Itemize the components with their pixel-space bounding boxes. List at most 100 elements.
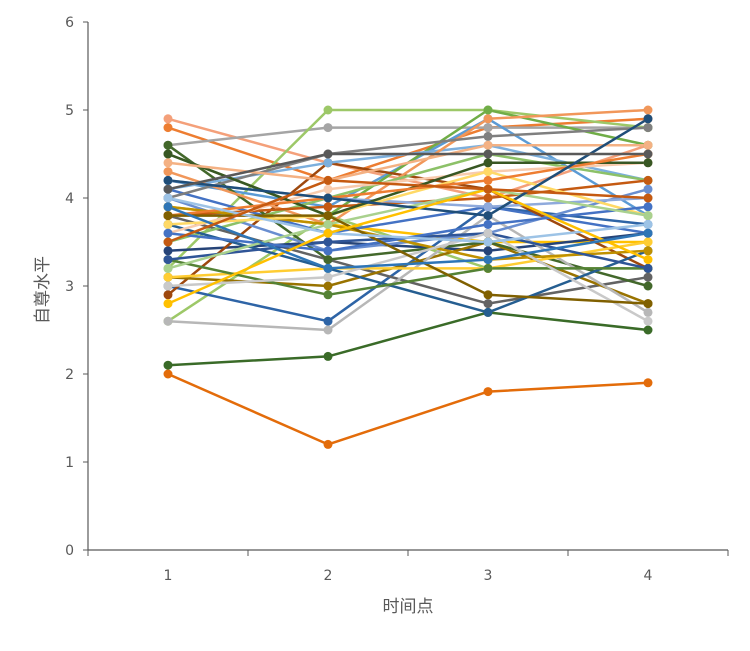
data-point-15-4 [643,272,653,282]
data-point-45-2 [323,175,333,185]
y-tick-label: 1 [65,455,74,471]
data-point-42-2 [323,228,333,238]
y-axis-label: 自尊水平 [33,256,53,324]
data-point-19-4 [643,105,653,115]
data-point-34-3 [483,158,493,168]
data-point-41-1 [163,193,173,203]
data-point-1-3 [483,387,493,397]
data-point-38-1 [163,263,173,273]
data-point-34-1 [163,149,173,159]
data-point-42-1 [163,299,173,309]
y-tick-label: 6 [65,15,74,31]
data-point-39-3 [483,211,493,221]
series-line-1 [167,372,649,446]
data-point-21-4 [643,237,653,247]
data-point-44-1 [163,184,173,194]
data-point-30-2 [323,184,333,194]
data-point-39-2 [323,193,333,203]
data-point-45-4 [643,193,653,203]
data-point-43-1 [163,202,173,212]
y-tick-label: 4 [65,191,74,207]
data-point-6-1 [163,123,173,133]
data-point-20-2 [323,325,333,335]
series-line-42 [167,187,649,305]
data-point-20-1 [163,316,173,326]
data-point-36-1 [163,228,173,238]
data-point-12-3 [483,105,493,115]
data-point-27-4 [643,246,653,256]
data-point-38-4 [643,211,653,221]
data-point-1-4 [643,378,653,388]
data-point-39-1 [163,175,173,185]
data-point-45-3 [483,184,493,194]
data-point-31-4 [643,263,653,273]
series-line-39 [167,117,649,217]
data-point-45-1 [163,237,173,247]
data-point-25-4 [643,175,653,185]
data-point-25-2 [323,202,333,212]
axes: 0 1 2 3 4 5 6 1 2 3 4 [65,15,729,584]
series-line-45 [167,179,649,244]
data-point-33-1 [163,281,173,291]
data-point-38-2 [323,219,333,229]
data-point-32-1 [163,219,173,229]
series-line-41 [167,196,649,244]
data-point-37-3 [483,175,493,185]
data-point-5-1 [163,114,173,124]
data-point-13-3 [483,246,493,256]
series-lines [167,108,649,446]
data-point-34-4 [643,158,653,168]
x-tick-label: 4 [644,568,653,584]
data-point-41-4 [643,219,653,229]
data-point-41-3 [483,237,493,247]
data-point-2-4 [643,325,653,335]
data-point-40-2 [323,211,333,221]
data-point-36-2 [323,246,333,256]
data-point-36-4 [643,202,653,212]
data-point-19-1 [163,167,173,177]
data-point-35-3 [483,140,493,150]
data-point-28-3 [483,263,493,273]
series-line-43 [167,205,649,270]
data-point-26-3 [483,131,493,141]
data-point-17-2 [323,255,333,265]
data-point-44-3 [483,149,493,159]
series-points [163,105,653,449]
data-point-43-2 [323,263,333,273]
data-point-19-3 [483,114,493,124]
y-tick-label: 2 [65,367,74,383]
data-point-1-2 [323,439,333,449]
data-point-43-3 [483,255,493,265]
data-point-13-1 [163,246,173,256]
x-tick-label: 3 [484,568,493,584]
data-point-40-1 [163,211,173,221]
y-tick-label: 3 [65,279,74,295]
y-tick-label: 0 [65,543,74,559]
series-line-44 [167,152,648,191]
data-point-18-2 [323,158,333,168]
data-point-2-2 [323,351,333,361]
data-point-17-4 [643,281,653,291]
data-point-35-1 [163,158,173,168]
data-point-33-2 [323,272,333,282]
data-point-32-3 [483,167,493,177]
data-point-35-4 [643,140,653,150]
data-point-22-4 [643,184,653,194]
data-point-26-4 [643,123,653,133]
data-point-25-3 [483,193,493,203]
series-line-19 [167,108,649,226]
data-point-44-2 [323,149,333,159]
data-point-31-2 [323,237,333,247]
data-point-9-2 [323,105,333,115]
data-point-31-1 [163,255,173,265]
data-point-4-2 [323,316,333,326]
data-point-36-3 [483,219,493,229]
data-point-20-4 [643,307,653,317]
data-point-42-4 [643,255,653,265]
series-line-26 [167,126,649,200]
data-point-16-2 [323,281,333,291]
data-point-15-3 [483,299,493,309]
data-point-24-3 [483,307,493,317]
